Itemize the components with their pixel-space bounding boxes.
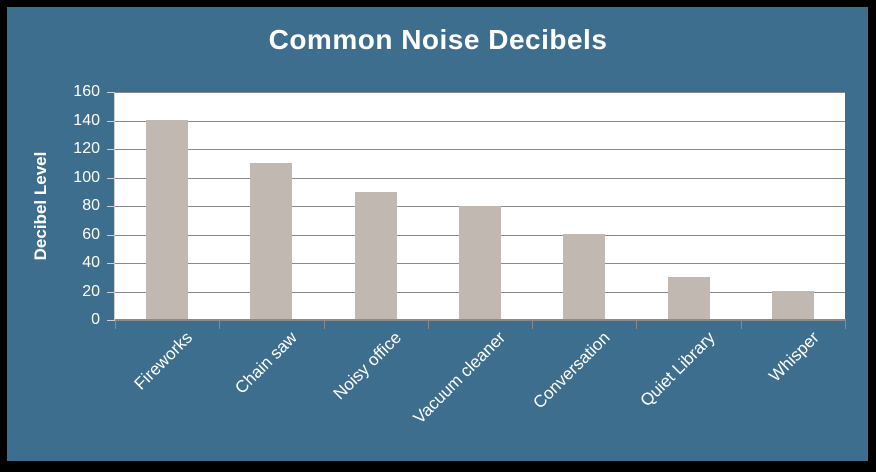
bar-conversation xyxy=(563,234,605,320)
y-tick-label-120: 120 xyxy=(73,140,100,157)
y-tick-label-40: 40 xyxy=(82,254,100,271)
bar-whisper xyxy=(772,291,814,320)
x-tick-mark-0 xyxy=(115,320,116,329)
y-tick-label-0: 0 xyxy=(91,311,100,328)
y-tick-mark-40 xyxy=(107,263,115,264)
bar-fireworks xyxy=(146,120,188,320)
y-tick-mark-100 xyxy=(107,178,115,179)
y-tick-mark-80 xyxy=(107,206,115,207)
y-tick-mark-60 xyxy=(107,235,115,236)
y-tick-mark-160 xyxy=(107,92,115,93)
gridline-160 xyxy=(115,92,845,93)
x-tick-mark-2 xyxy=(324,320,325,329)
gridline-120 xyxy=(115,149,845,150)
y-tick-label-20: 20 xyxy=(82,283,100,300)
y-tick-mark-20 xyxy=(107,292,115,293)
x-tick-mark-5 xyxy=(636,320,637,329)
bar-noisy-office xyxy=(355,192,397,320)
x-tick-mark-4 xyxy=(532,320,533,329)
gridline-100 xyxy=(115,178,845,179)
plot-area xyxy=(115,92,845,320)
bar-chain-saw xyxy=(250,163,292,320)
y-tick-label-80: 80 xyxy=(82,197,100,214)
y-tick-mark-120 xyxy=(107,149,115,150)
x-tick-mark-3 xyxy=(428,320,429,329)
x-tick-mark-1 xyxy=(219,320,220,329)
x-tick-mark-7 xyxy=(845,320,846,329)
x-tick-mark-6 xyxy=(741,320,742,329)
x-axis-line xyxy=(115,319,846,321)
y-tick-label-140: 140 xyxy=(73,112,100,129)
y-tick-label-160: 160 xyxy=(73,83,100,100)
bar-quiet-library xyxy=(668,277,710,320)
chart-title: Common Noise Decibels xyxy=(268,24,608,55)
y-tick-label-100: 100 xyxy=(73,169,100,186)
y-tick-label-60: 60 xyxy=(82,226,100,243)
y-tick-mark-140 xyxy=(107,121,115,122)
bar-vacuum-cleaner xyxy=(459,206,501,320)
y-tick-mark-0 xyxy=(107,320,115,321)
gridline-140 xyxy=(115,121,845,122)
